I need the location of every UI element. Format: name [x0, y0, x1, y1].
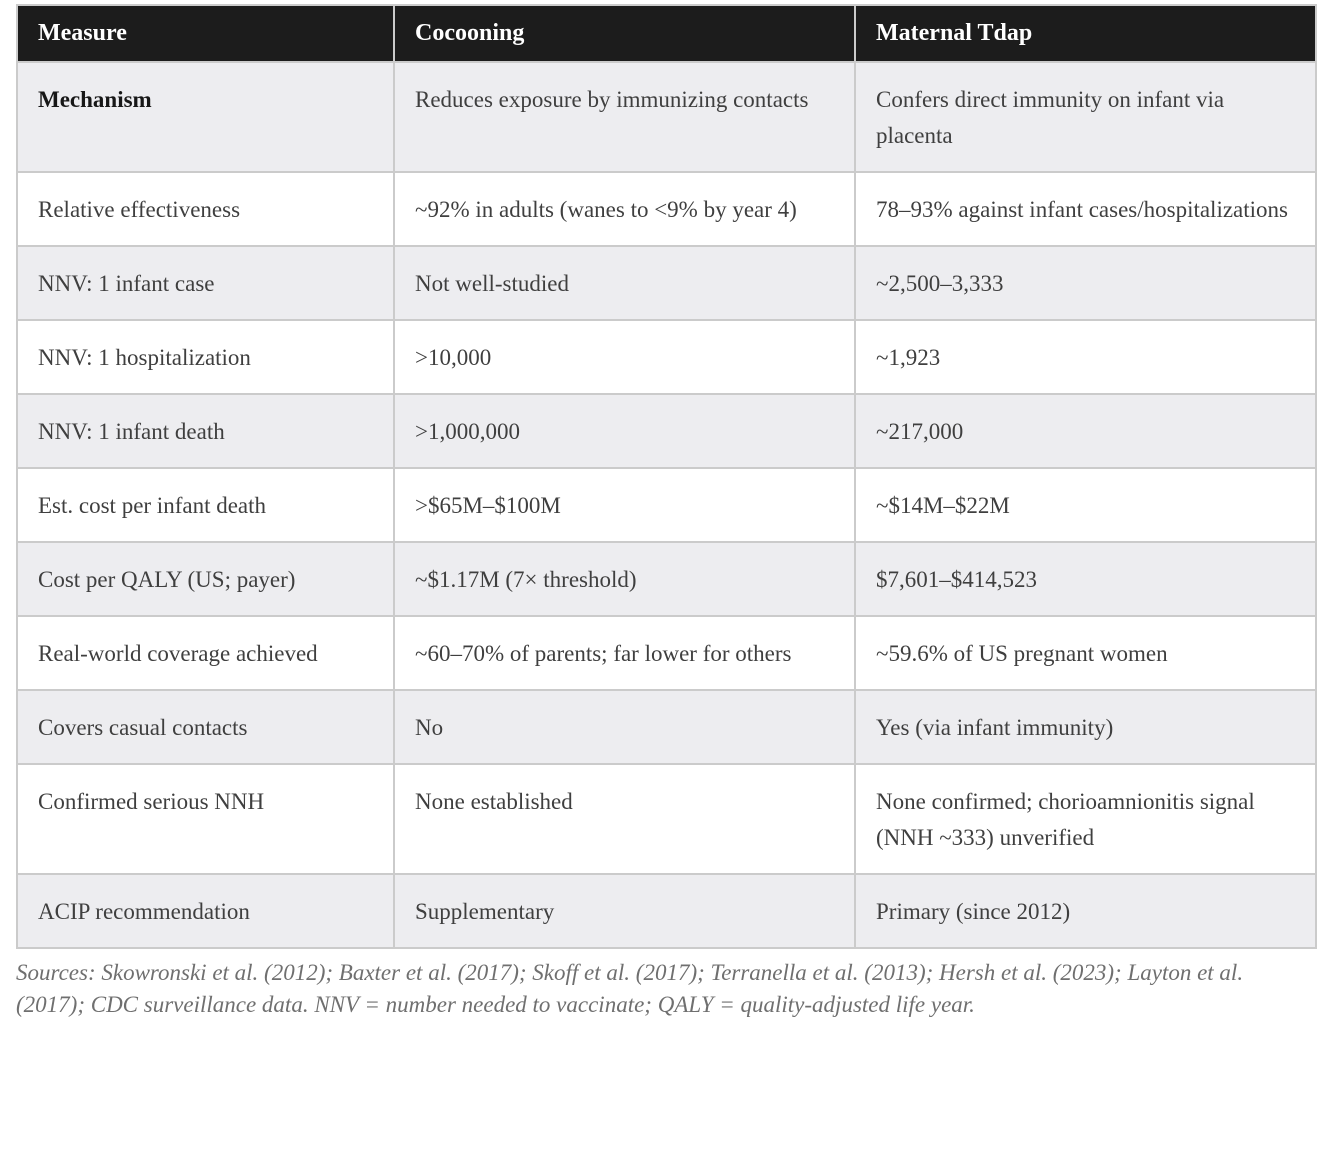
sources-note: Sources: Skowronski et al. (2012); Baxte…: [16, 960, 1244, 1017]
cocooning-cell: >1,000,000: [393, 393, 856, 469]
row-label: ACIP recommendation: [16, 873, 395, 949]
row-label: Mechanism: [16, 61, 395, 173]
row-label: Cost per QALY (US; payer): [16, 541, 395, 617]
cocooning-cell: ~60–70% of parents; far lower for others: [393, 615, 856, 691]
table-row-relative-effectiveness: Relative effectiveness ~92% in adults (w…: [16, 171, 1317, 247]
row-label: Confirmed serious NNH: [16, 763, 395, 875]
cocooning-cell: No: [393, 689, 856, 765]
maternal-tdap-cell: ~2,500–3,333: [854, 245, 1317, 321]
vaccination-comparison-table: Measure Cocooning Maternal Tdap Mechanis…: [16, 4, 1317, 949]
maternal-tdap-cell: Yes (via infant immunity): [854, 689, 1317, 765]
row-label: Est. cost per infant death: [16, 467, 395, 543]
cocooning-cell: ~$1.17M (7× threshold): [393, 541, 856, 617]
cocooning-cell: Reduces exposure by immunizing contacts: [393, 61, 856, 173]
cocooning-cell: Supplementary: [393, 873, 856, 949]
column-header-maternal-tdap: Maternal Tdap: [854, 4, 1317, 63]
table-row-real-world-coverage: Real-world coverage achieved ~60–70% of …: [16, 615, 1317, 691]
table-row-mechanism: Mechanism Reduces exposure by immunizing…: [16, 61, 1317, 173]
maternal-tdap-cell: Confers direct immunity on infant via pl…: [854, 61, 1317, 173]
cocooning-cell: >10,000: [393, 319, 856, 395]
table-row-nnv-infant-case: NNV: 1 infant case Not well-studied ~2,5…: [16, 245, 1317, 321]
row-label: NNV: 1 infant death: [16, 393, 395, 469]
row-label: Covers casual contacts: [16, 689, 395, 765]
row-label: Relative effectiveness: [16, 171, 395, 247]
maternal-tdap-cell: 78–93% against infant cases/hospitalizat…: [854, 171, 1317, 247]
table-row-cost-per-infant-death: Est. cost per infant death >$65M–$100M ~…: [16, 467, 1317, 543]
cocooning-cell: >$65M–$100M: [393, 467, 856, 543]
maternal-tdap-cell: Primary (since 2012): [854, 873, 1317, 949]
maternal-tdap-cell: ~59.6% of US pregnant women: [854, 615, 1317, 691]
table-row-acip-recommendation: ACIP recommendation Supplementary Primar…: [16, 873, 1317, 949]
table-container: Measure Cocooning Maternal Tdap Mechanis…: [16, 4, 1317, 949]
maternal-tdap-cell: $7,601–$414,523: [854, 541, 1317, 617]
table-row-nnv-hospitalization: NNV: 1 hospitalization >10,000 ~1,923: [16, 319, 1317, 395]
table-header-row: Measure Cocooning Maternal Tdap: [16, 4, 1317, 63]
cocooning-cell: None established: [393, 763, 856, 875]
table-row-covers-casual-contacts: Covers casual contacts No Yes (via infan…: [16, 689, 1317, 765]
row-label: Real-world coverage achieved: [16, 615, 395, 691]
maternal-tdap-cell: ~1,923: [854, 319, 1317, 395]
cocooning-cell: ~92% in adults (wanes to <9% by year 4): [393, 171, 856, 247]
row-label: NNV: 1 hospitalization: [16, 319, 395, 395]
cocooning-cell: Not well-studied: [393, 245, 856, 321]
table-row-confirmed-serious-nnh: Confirmed serious NNH None established N…: [16, 763, 1317, 875]
maternal-tdap-cell: None confirmed; chorioamnionitis signal …: [854, 763, 1317, 875]
table-row-nnv-infant-death: NNV: 1 infant death >1,000,000 ~217,000: [16, 393, 1317, 469]
table-row-cost-per-qaly: Cost per QALY (US; payer) ~$1.17M (7× th…: [16, 541, 1317, 617]
column-header-measure: Measure: [16, 4, 395, 63]
row-label: NNV: 1 infant case: [16, 245, 395, 321]
maternal-tdap-cell: ~$14M–$22M: [854, 467, 1317, 543]
maternal-tdap-cell: ~217,000: [854, 393, 1317, 469]
column-header-cocooning: Cocooning: [393, 4, 856, 63]
